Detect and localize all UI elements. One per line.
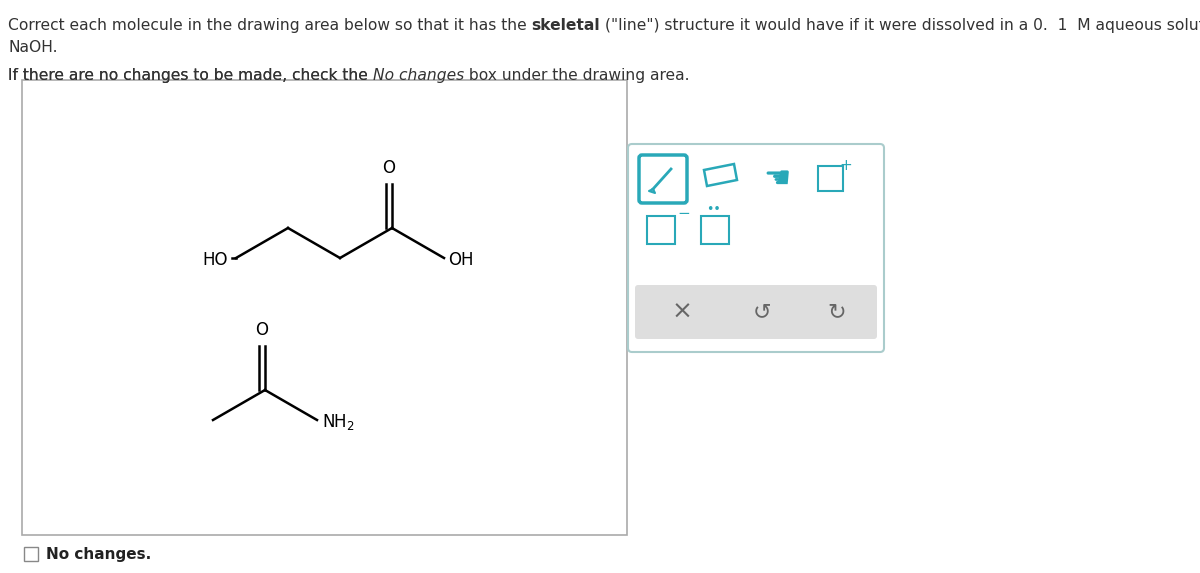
Text: No changes.: No changes. <box>46 547 151 562</box>
Text: ••: •• <box>706 203 720 217</box>
Text: NH$_2$: NH$_2$ <box>322 412 355 432</box>
Bar <box>24 547 38 561</box>
Text: HO: HO <box>203 251 228 269</box>
Text: If there are no changes to be made, check the: If there are no changes to be made, chec… <box>8 68 373 83</box>
Text: ↻: ↻ <box>828 302 846 322</box>
FancyBboxPatch shape <box>640 155 686 203</box>
Text: skeletal: skeletal <box>532 18 600 33</box>
Text: If there are no changes to be made, check the: If there are no changes to be made, chec… <box>8 68 373 83</box>
Text: ☚: ☚ <box>763 164 791 194</box>
Text: ("line") structure it would have if it were dissolved in a 0. 1 M aqueous soluti: ("line") structure it would have if it w… <box>600 18 1200 33</box>
Text: Correct each molecule in the drawing area below so that it has the: Correct each molecule in the drawing are… <box>8 18 532 33</box>
Text: NaOH.: NaOH. <box>8 40 58 55</box>
FancyBboxPatch shape <box>628 144 884 352</box>
FancyBboxPatch shape <box>635 285 877 339</box>
Text: O: O <box>383 159 396 177</box>
Text: OH: OH <box>448 251 474 269</box>
Text: No changes: No changes <box>373 68 464 83</box>
Text: box under the drawing area.: box under the drawing area. <box>464 68 690 83</box>
Text: −: − <box>677 206 690 221</box>
Text: ↺: ↺ <box>752 302 772 322</box>
Text: O: O <box>256 321 269 339</box>
Text: +: + <box>840 159 852 174</box>
Bar <box>22 80 628 535</box>
Text: ×: × <box>672 300 692 324</box>
